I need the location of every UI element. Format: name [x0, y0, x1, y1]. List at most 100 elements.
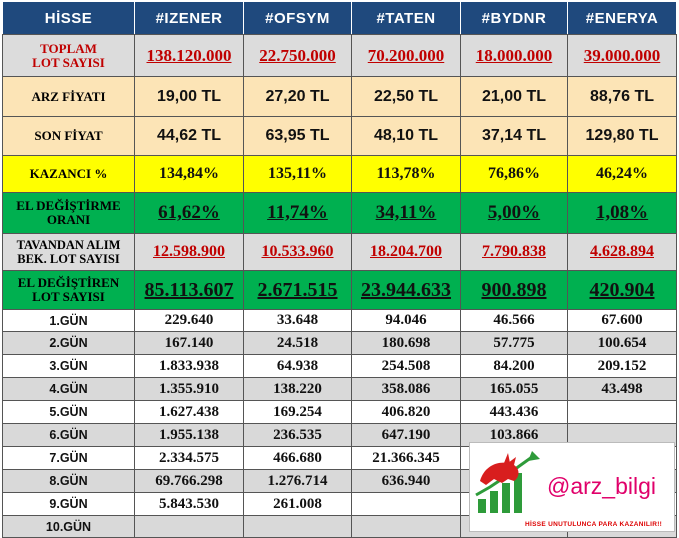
value-cell: 46,24%	[568, 156, 677, 192]
value-cell: 22.750.000	[244, 35, 352, 76]
day-value: 647.190	[352, 424, 461, 446]
row-label: SON FİYAT	[2, 117, 135, 155]
logo-handle: @arz_bilgi	[547, 473, 657, 499]
day-value: 21.366.345	[352, 447, 461, 469]
day-value: 84.200	[461, 355, 568, 377]
value-cell: 11,74%	[244, 193, 352, 233]
day-value: 64.938	[244, 355, 352, 377]
value-cell: 85.113.607	[135, 271, 244, 309]
row-label: ARZ FİYATI	[2, 77, 135, 116]
day-label: 8.GÜN	[2, 470, 135, 492]
value-cell: 19,00 TL	[135, 77, 244, 116]
value-cell: 27,20 TL	[244, 77, 352, 116]
bull-chart-icon	[474, 449, 546, 519]
day-value: 1.355.910	[135, 378, 244, 400]
day-value: 103.866	[461, 424, 568, 446]
value-cell: 10.533.960	[244, 234, 352, 270]
row-label: TAVANDAN ALIM BEK. LOT SAYISI	[2, 234, 135, 270]
row-label: KAZANCI %	[2, 156, 135, 192]
day-value: 1.955.138	[135, 424, 244, 446]
header-cell-enerya: #ENERYA	[568, 2, 677, 34]
day-value	[568, 493, 677, 515]
day-label: 1.GÜN	[2, 310, 135, 331]
last-price-row: SON FİYAT 44,62 TL 63,95 TL 48,10 TL 37,…	[2, 117, 677, 156]
day-row-5: 5.GÜN 1.627.438 169.254 406.820 443.436	[2, 401, 677, 424]
logo-tagline: HİSSE UNUTULUNCA PARA KAZANILIR!!	[525, 521, 663, 528]
day-value: 1.276.714	[244, 470, 352, 492]
value-cell: 39.000.000	[568, 35, 677, 76]
day-value: 167.140	[135, 332, 244, 354]
day-value	[352, 516, 461, 537]
day-value	[568, 470, 677, 492]
day-value: 100.654	[568, 332, 677, 354]
header-cell-ofsym: #OFSYM	[244, 2, 352, 34]
value-cell: 134,84%	[135, 156, 244, 192]
day-row-2: 2.GÜN 167.140 24.518 180.698 57.775 100.…	[2, 332, 677, 355]
value-cell: 37,14 TL	[461, 117, 568, 155]
value-cell: 88,76 TL	[568, 77, 677, 116]
value-cell: 129,80 TL	[568, 117, 677, 155]
value-cell: 7.790.838	[461, 234, 568, 270]
total-lot-row: TOPLAM LOT SAYISI 138.120.000 22.750.000…	[2, 35, 677, 77]
value-cell: 61,62%	[135, 193, 244, 233]
day-value: 94.046	[352, 310, 461, 331]
day-value: 57.775	[461, 332, 568, 354]
day-value: 43.498	[568, 378, 677, 400]
day-value: 138.220	[244, 378, 352, 400]
day-row-3: 3.GÜN 1.833.938 64.938 254.508 84.200 20…	[2, 355, 677, 378]
day-value	[352, 493, 461, 515]
day-value: 358.086	[352, 378, 461, 400]
value-cell: 21,00 TL	[461, 77, 568, 116]
day-label: 6.GÜN	[2, 424, 135, 446]
day-value: 236.535	[244, 424, 352, 446]
turnover-lot-row: EL DEĞİŞTİREN LOT SAYISI 85.113.607 2.67…	[2, 271, 677, 310]
value-cell: 113,78%	[352, 156, 461, 192]
value-cell: 70.200.000	[352, 35, 461, 76]
row-label: EL DEĞİŞTİRME ORANI	[2, 193, 135, 233]
value-cell: 44,62 TL	[135, 117, 244, 155]
turnover-rate-row: EL DEĞİŞTİRME ORANI 61,62% 11,74% 34,11%…	[2, 193, 677, 234]
day-value: 261.008	[244, 493, 352, 515]
day-row-6: 6.GÜN 1.955.138 236.535 647.190 103.866	[2, 424, 677, 447]
header-cell-taten: #TATEN	[352, 2, 461, 34]
day-value: 46.566	[461, 310, 568, 331]
value-cell: 420.904	[568, 271, 677, 309]
value-cell: 1,08%	[568, 193, 677, 233]
day-value	[135, 516, 244, 537]
value-cell: 18.204.700	[352, 234, 461, 270]
day-value: 2.334.575	[135, 447, 244, 469]
day-row-1: 1.GÜN 229.640 33.648 94.046 46.566 67.60…	[2, 310, 677, 332]
day-value	[244, 516, 352, 537]
day-value: 254.508	[352, 355, 461, 377]
header-row: HİSSE #IZENER #OFSYM #TATEN #BYDNR #ENER…	[2, 2, 677, 35]
arz-bilgi-logo: @arz_bilgi HİSSE UNUTULUNCA PARA KAZANIL…	[469, 442, 675, 532]
header-cell-izener: #IZENER	[135, 2, 244, 34]
day-row-4: 4.GÜN 1.355.910 138.220 358.086 165.055 …	[2, 378, 677, 401]
day-value: 443.436	[461, 401, 568, 423]
ceiling-bid-row: TAVANDAN ALIM BEK. LOT SAYISI 12.598.900…	[2, 234, 677, 271]
value-cell: 135,11%	[244, 156, 352, 192]
day-label: 2.GÜN	[2, 332, 135, 354]
day-label: 7.GÜN	[2, 447, 135, 469]
value-cell: 2.671.515	[244, 271, 352, 309]
value-cell: 34,11%	[352, 193, 461, 233]
value-cell: 48,10 TL	[352, 117, 461, 155]
day-label: 9.GÜN	[2, 493, 135, 515]
offer-price-row: ARZ FİYATI 19,00 TL 27,20 TL 22,50 TL 21…	[2, 77, 677, 117]
day-value	[568, 401, 677, 423]
value-cell: 138.120.000	[135, 35, 244, 76]
row-label: EL DEĞİŞTİREN LOT SAYISI	[2, 271, 135, 309]
day-value: 24.518	[244, 332, 352, 354]
value-cell: 18.000.000	[461, 35, 568, 76]
day-label: 10.GÜN	[2, 516, 135, 537]
day-value: 169.254	[244, 401, 352, 423]
value-cell: 5,00%	[461, 193, 568, 233]
day-value: 1.627.438	[135, 401, 244, 423]
day-label: 4.GÜN	[2, 378, 135, 400]
day-value: 1.833.938	[135, 355, 244, 377]
day-value: 229.640	[135, 310, 244, 331]
gain-row: KAZANCI % 134,84% 135,11% 113,78% 76,86%…	[2, 156, 677, 193]
day-value	[568, 447, 677, 469]
day-value	[568, 424, 677, 446]
